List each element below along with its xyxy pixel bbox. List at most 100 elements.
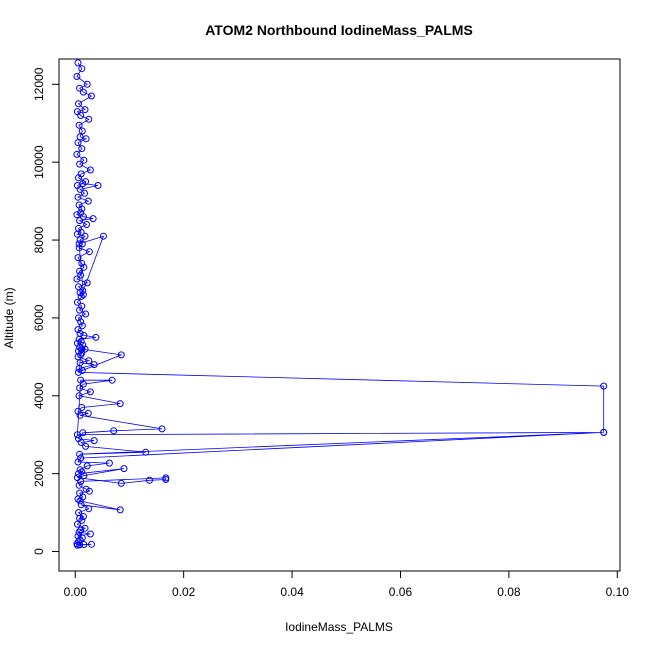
data-point xyxy=(90,361,98,369)
data-point xyxy=(77,318,85,326)
x-tick-label: 0.04 xyxy=(280,585,304,599)
y-tick-label: 8000 xyxy=(32,226,46,253)
data-point xyxy=(80,472,88,480)
data-point xyxy=(76,267,84,275)
data-point xyxy=(158,425,166,433)
data-point xyxy=(110,427,118,435)
data-point xyxy=(85,248,93,256)
data-point xyxy=(84,197,92,205)
data-point xyxy=(90,437,98,445)
data-point xyxy=(99,232,107,240)
data-point xyxy=(74,59,82,67)
data-point xyxy=(75,121,83,129)
data-point xyxy=(76,450,84,458)
data-point xyxy=(88,92,95,100)
data-point xyxy=(82,310,90,318)
data-point xyxy=(81,189,88,197)
data-point xyxy=(73,73,81,80)
data-point xyxy=(74,353,82,361)
series-layer xyxy=(73,59,608,549)
data-point xyxy=(81,232,89,240)
data-point xyxy=(81,524,89,532)
x-tick-label: 0.10 xyxy=(606,585,630,599)
data-point xyxy=(78,205,86,213)
data-point xyxy=(89,215,97,223)
data-point xyxy=(74,326,82,334)
data-point xyxy=(76,236,84,244)
y-axis-label: Altitude (m) xyxy=(2,287,16,348)
data-point xyxy=(80,263,88,271)
y-axis: 0 2000 4000 6000 8000 10000 12000 xyxy=(32,67,60,555)
data-point xyxy=(75,481,83,489)
data-point xyxy=(78,516,86,524)
data-point xyxy=(79,513,87,520)
data-point xyxy=(76,185,84,193)
data-point xyxy=(83,221,91,228)
data-point xyxy=(94,182,102,189)
x-tick-label: 0.02 xyxy=(172,585,196,599)
y-tick-label: 4000 xyxy=(32,382,46,409)
data-point xyxy=(74,495,82,503)
data-point xyxy=(77,293,85,300)
x-axis: 0.00 0.02 0.04 0.06 0.08 0.10 xyxy=(64,570,630,599)
data-point xyxy=(74,407,82,415)
data-point xyxy=(74,458,82,466)
data-point xyxy=(73,541,81,549)
data-point xyxy=(76,384,84,392)
data-point xyxy=(85,115,93,123)
data-point xyxy=(162,474,170,482)
data-point xyxy=(85,487,93,495)
data-point xyxy=(76,411,84,419)
data-point xyxy=(600,382,608,390)
data-point xyxy=(75,240,83,248)
data-point xyxy=(75,314,82,322)
data-point xyxy=(77,271,85,279)
x-tick-label: 0.00 xyxy=(64,585,88,599)
data-point xyxy=(75,244,83,252)
x-axis-label: IodineMass_PALMS xyxy=(285,620,393,634)
y-tick-label: 6000 xyxy=(32,304,46,331)
data-point xyxy=(78,345,86,353)
data-point xyxy=(78,367,86,374)
data-point xyxy=(86,530,94,538)
data-point xyxy=(86,388,94,396)
data-point xyxy=(77,228,85,236)
data-point xyxy=(76,466,84,474)
y-tick-label: 10000 xyxy=(32,145,46,179)
data-point xyxy=(77,477,85,485)
data-point xyxy=(78,127,86,135)
data-point xyxy=(79,291,87,299)
data-point xyxy=(77,112,85,119)
data-point xyxy=(73,298,81,306)
data-point xyxy=(75,392,83,400)
data-point xyxy=(79,213,87,221)
data-point xyxy=(75,335,83,343)
data-point xyxy=(105,459,113,467)
x-tick-label: 0.08 xyxy=(497,585,521,599)
y-tick-label: 12000 xyxy=(32,67,46,101)
data-point xyxy=(146,476,153,484)
data-point xyxy=(117,479,125,487)
data-point xyxy=(92,333,100,341)
data-point xyxy=(85,357,93,365)
data-point xyxy=(75,538,82,546)
data-point xyxy=(75,100,82,108)
data-point xyxy=(117,351,125,359)
y-tick-label: 2000 xyxy=(32,460,46,487)
data-point xyxy=(116,400,124,408)
data-point xyxy=(76,497,84,505)
data-point xyxy=(76,84,84,92)
data-point xyxy=(74,254,82,262)
data-point xyxy=(142,448,150,456)
data-point xyxy=(76,133,84,141)
data-point xyxy=(116,506,124,514)
data-point xyxy=(84,409,92,417)
data-point xyxy=(79,88,87,96)
data-point xyxy=(75,174,82,182)
data-point xyxy=(74,193,82,201)
data-point xyxy=(79,380,87,388)
data-point xyxy=(120,465,128,473)
data-point xyxy=(78,145,86,153)
data-point xyxy=(78,322,86,330)
